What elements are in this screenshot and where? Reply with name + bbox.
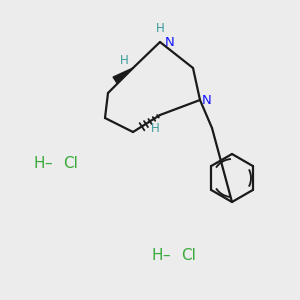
Text: Cl: Cl bbox=[181, 248, 196, 262]
Text: H: H bbox=[151, 122, 159, 134]
Text: N: N bbox=[165, 37, 175, 50]
Polygon shape bbox=[113, 68, 133, 83]
Text: –: – bbox=[162, 248, 170, 262]
Text: H: H bbox=[120, 55, 128, 68]
Text: Cl: Cl bbox=[63, 155, 78, 170]
Text: H: H bbox=[156, 22, 164, 34]
Text: N: N bbox=[202, 94, 212, 106]
Text: –: – bbox=[44, 155, 52, 170]
Text: H: H bbox=[34, 155, 45, 170]
Text: H: H bbox=[152, 248, 163, 262]
